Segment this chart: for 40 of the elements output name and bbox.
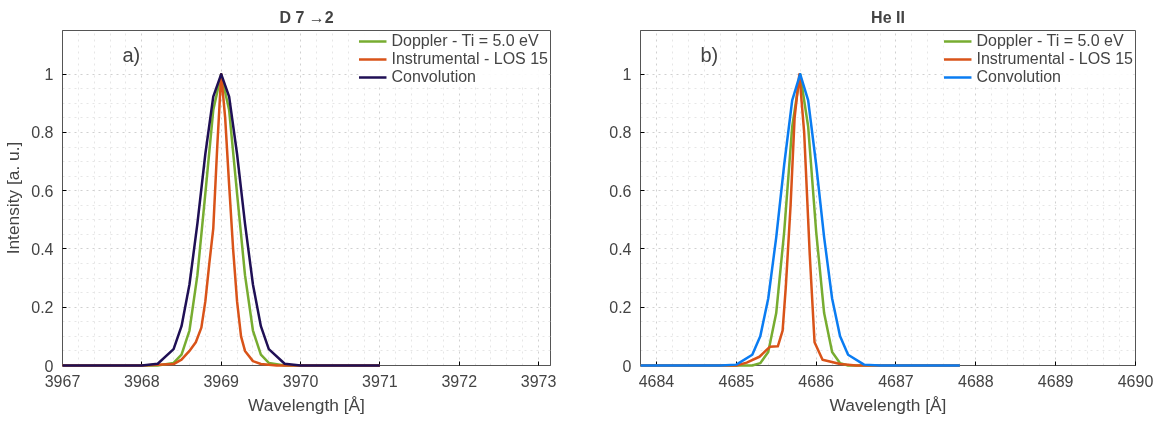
x-tick-label: 3967 [44, 372, 81, 390]
annotation: b) [700, 43, 719, 66]
y-tick-label: 0.4 [609, 240, 632, 258]
x-axis-title: Wavelength [Å] [829, 394, 947, 415]
y-tick-label: 0.6 [31, 182, 54, 200]
y-tick-label: 1 [44, 66, 54, 84]
y-tick-label: 0 [44, 357, 54, 375]
chart-title: D 7 →2 [279, 8, 334, 26]
x-tick-label: 4685 [718, 372, 755, 390]
y-tick-label: 0.4 [31, 240, 54, 258]
x-tick-label: 3970 [282, 372, 319, 390]
x-tick-label: 3972 [441, 372, 478, 390]
y-tick-label: 0.8 [31, 124, 54, 142]
annotation: a) [122, 43, 141, 66]
x-tick-label: 3969 [203, 372, 240, 390]
legend-label: Instrumental - LOS 15 [976, 50, 1133, 68]
legend-label: Convolution [976, 68, 1061, 86]
x-axis-title: Wavelength [Å] [248, 394, 365, 415]
x-tick-label: 4690 [1117, 372, 1154, 390]
x-tick-label: 3968 [124, 372, 160, 390]
x-tick-label: 4689 [1037, 372, 1074, 390]
legend-label: Instrumental - LOS 15 [391, 50, 548, 68]
y-tick-label: 1 [622, 66, 632, 84]
y-tick-label: 0.2 [609, 299, 632, 317]
legend-label: Doppler - Ti = 5.0 eV [391, 32, 539, 50]
x-tick-label: 4684 [638, 372, 675, 390]
x-tick-label: 3971 [362, 372, 398, 390]
x-tick-label: 4687 [878, 372, 914, 390]
y-tick-label: 0 [622, 357, 632, 375]
line-series [639, 72, 962, 367]
y-axis-title: Intensity [a. u.] [3, 141, 24, 255]
y-tick-label: 0.2 [31, 299, 54, 317]
x-tick-label: 4688 [958, 372, 994, 390]
x-tick-label: 3973 [520, 372, 557, 390]
y-tick-label: 0.8 [609, 124, 632, 142]
legend-label: Convolution [391, 68, 476, 86]
chart-title: He II [871, 8, 905, 26]
y-tick-label: 0.6 [609, 182, 632, 200]
x-tick-label: 4686 [798, 372, 835, 390]
legend-label: Doppler - Ti = 5.0 eV [976, 32, 1124, 50]
